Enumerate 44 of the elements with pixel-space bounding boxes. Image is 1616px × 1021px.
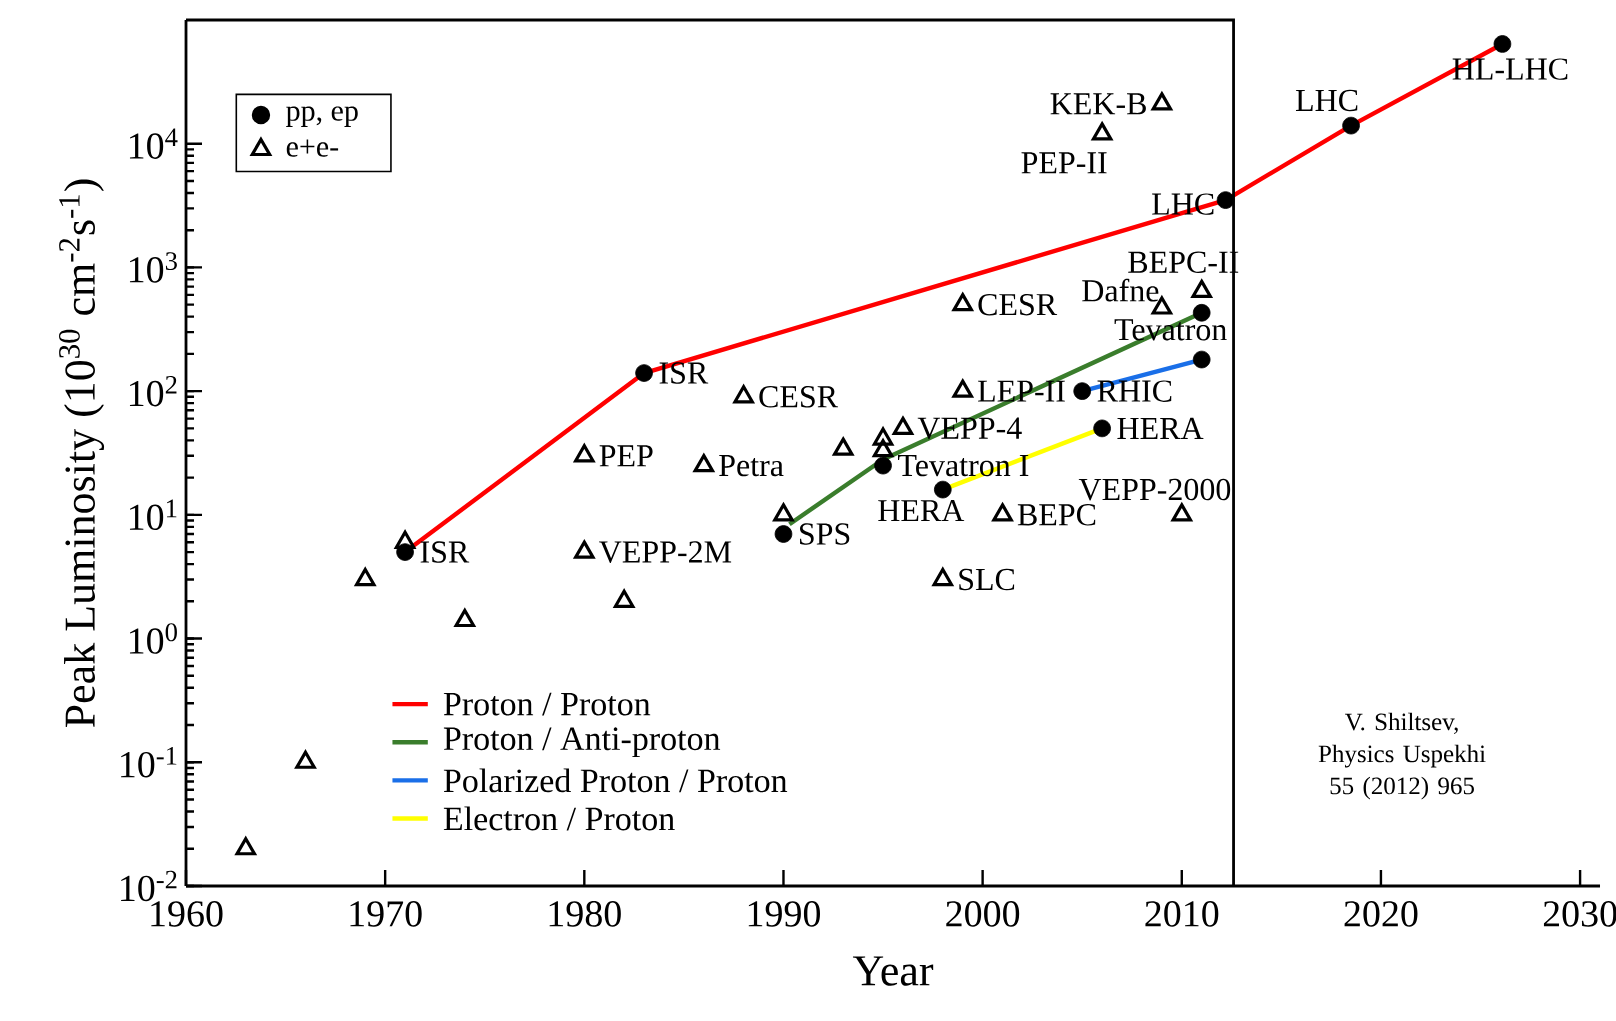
legend-label: Proton / Anti-proton: [443, 727, 721, 758]
annotation: HERA: [1117, 417, 1204, 439]
annotation: HERA: [878, 500, 965, 522]
x-tick-label: 1970: [350, 901, 422, 927]
legend-label: e+e-: [286, 139, 339, 157]
annotation: KEK-B: [1050, 93, 1146, 115]
x-tick-label: 2000: [946, 901, 1020, 927]
x-tick-label: 2020: [1344, 901, 1418, 927]
x-tick-label: 1960: [151, 901, 223, 927]
y-tick-label: 10$^{-2}$: [121, 870, 177, 902]
annotation: ISR: [659, 362, 709, 384]
annotation: LHC: [1295, 89, 1358, 112]
x-tick-label: 1980: [549, 901, 621, 927]
y-tick-label: 10$^{2}$: [129, 375, 177, 407]
legend-label: Electron / Proton: [443, 806, 675, 831]
annotation: BEPC: [1017, 504, 1096, 526]
annotation: PEP: [599, 445, 653, 467]
legend-label: Polarized Proton / Proton: [443, 768, 788, 793]
annotation: PEP-II: [1021, 152, 1107, 174]
x-tick-label: 2030: [1543, 901, 1616, 927]
x-tick-label: 2010: [1145, 901, 1219, 927]
x-tick-label: 1990: [748, 901, 821, 927]
y-tick-label: 10$^{1}$: [129, 499, 177, 531]
y-tick-label: 10$^{4}$: [129, 128, 178, 159]
y-tick-label: 10$^{-1}$: [121, 747, 177, 778]
annotation: CESR: [759, 386, 839, 408]
annotation: ISR: [420, 541, 470, 563]
legend-label: Proton / Proton: [443, 692, 651, 716]
annotation: Dafne: [1082, 278, 1159, 302]
y-tick-label: 10$^{0}$: [129, 623, 177, 654]
y-axis-title: Peak Luminosity (10$^{30}$ cm$^{-2}$s$^{-1}$): [59, 179, 105, 728]
annotation: SLC: [959, 568, 1015, 591]
annotation: CESR: [978, 293, 1058, 316]
annotation: RHIC: [1097, 380, 1172, 402]
annotation: HL-LHC: [1452, 58, 1568, 80]
y-tick-label: 10$^{3}$: [129, 252, 177, 283]
annotation: SPS: [800, 523, 850, 545]
legend-label: pp, ep: [286, 106, 358, 127]
annotation: LHC: [1152, 193, 1214, 215]
annotation: V. Shiltsev, Physics Uspekhi 55 (2012) 965: [1318, 712, 1486, 800]
annotation: VEPP-2000: [1078, 478, 1231, 501]
x-axis-title: Year: [852, 956, 934, 986]
annotation: Petra: [719, 454, 784, 477]
annotation: VEPP-2M: [599, 541, 732, 563]
